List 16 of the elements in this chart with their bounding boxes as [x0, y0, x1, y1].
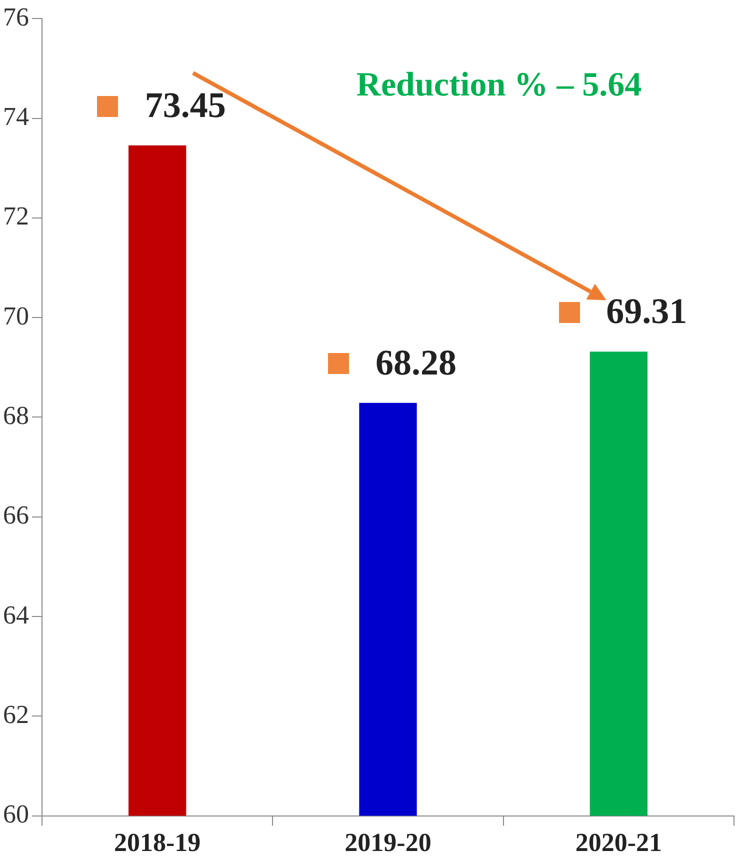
y-tick-label: 60: [3, 800, 29, 829]
y-tick-label: 70: [3, 301, 29, 330]
x-tick-label: 2018-19: [114, 828, 201, 858]
y-tick-label: 76: [3, 2, 29, 32]
y-tick-label: 62: [3, 700, 29, 729]
y-tick-label: 66: [3, 500, 29, 530]
data-label: 73.45: [144, 84, 226, 125]
x-tick-label: 2019-20: [344, 828, 432, 858]
data-label: 69.31: [606, 291, 688, 332]
data-label: 68.28: [376, 342, 456, 383]
y-tick-label: 74: [3, 102, 29, 132]
x-tick-label: 2020-21: [575, 828, 662, 858]
y-tick-label: 68: [3, 401, 29, 430]
y-tick-label: 64: [3, 600, 29, 630]
annotation: Reduction % – 5.64: [356, 66, 642, 104]
y-tick-label: 72: [3, 202, 29, 231]
